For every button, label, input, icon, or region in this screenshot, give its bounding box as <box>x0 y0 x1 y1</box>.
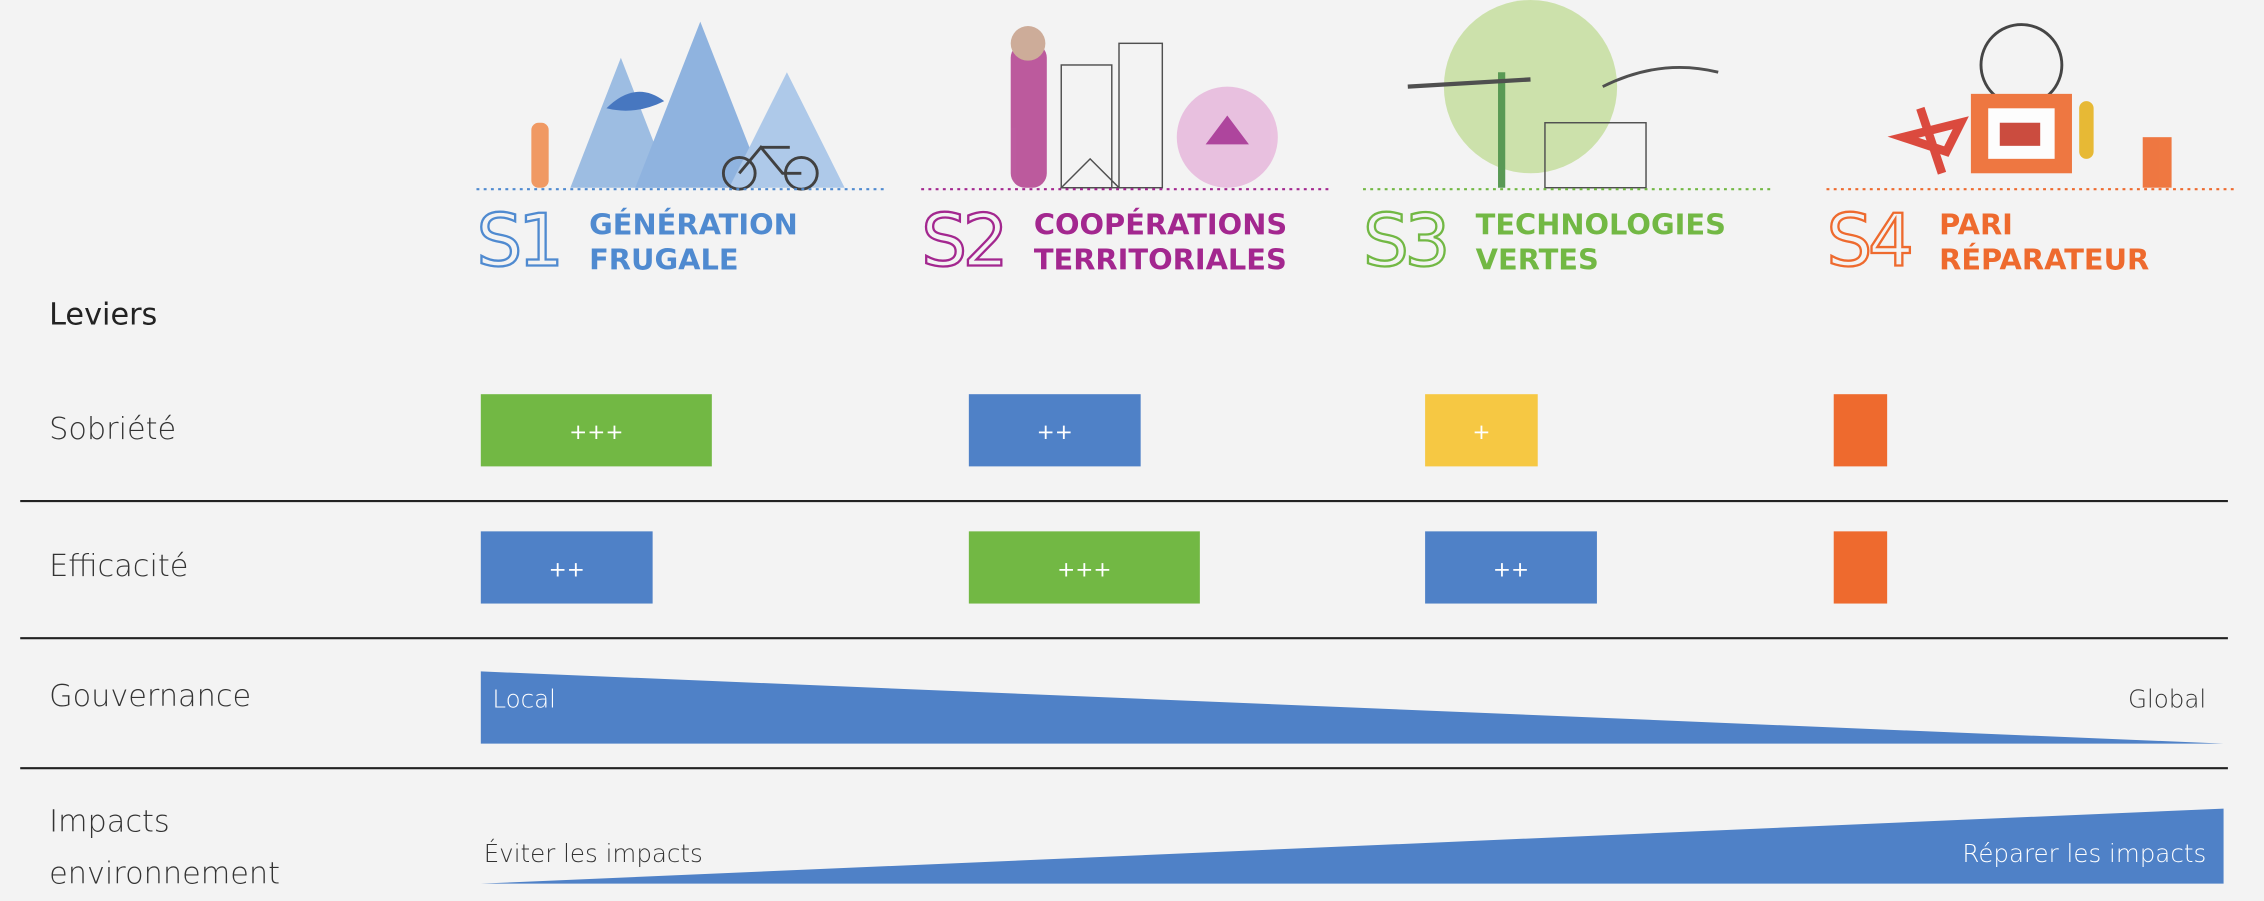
lever-level: ++ <box>549 557 585 582</box>
lever-level: +++ <box>569 420 623 445</box>
scenario-code: S1 <box>476 199 559 283</box>
lever-level: ++ <box>1037 420 1073 445</box>
scenario-name: GÉNÉRATION <box>589 208 798 242</box>
lever-level-box <box>1425 531 1597 604</box>
illustration-s3 <box>1407 0 1719 189</box>
scenario-name: TECHNOLOGIES <box>1476 208 1726 242</box>
gradient-wedge <box>480 808 2224 884</box>
scenario-name: TERRITORIALES <box>1034 242 1287 276</box>
gradient-wedge <box>480 671 2224 744</box>
scenario-code: S3 <box>1363 199 1446 283</box>
gradient-end: Réparer les impacts <box>1962 839 2206 868</box>
lever-level-box <box>480 394 712 467</box>
lever-label: Sobriété <box>49 412 176 447</box>
lever-level-box <box>1833 394 1888 467</box>
lever-level-box <box>480 531 653 604</box>
gradient-start: Local <box>492 684 556 713</box>
lever-level-box <box>968 394 1141 467</box>
scenario-name: RÉPARATEUR <box>1939 242 2149 276</box>
gradient-start: Éviter les impacts <box>484 839 703 868</box>
lever-label: Impacts <box>49 805 170 840</box>
scenario-name: VERTES <box>1476 242 1599 276</box>
illustration-s2 <box>1010 26 1278 189</box>
lever-level: + <box>1472 420 1490 445</box>
scenario-code: S4 <box>1827 199 1910 283</box>
lever-label: environnement <box>49 857 280 892</box>
scenario-code: S2 <box>921 199 1004 283</box>
illustration-s4 <box>1887 23 2172 188</box>
lever-level: ++ <box>1493 557 1529 582</box>
levers-title: Leviers <box>49 298 157 333</box>
lever-level: +++ <box>1057 557 1111 582</box>
scenario-name: PARI <box>1939 208 2013 242</box>
lever-level-box <box>1833 531 1888 604</box>
scenario-name: COOPÉRATIONS <box>1034 208 1287 242</box>
illustration-s1 <box>531 21 845 191</box>
lever-level-box <box>1425 394 1538 467</box>
lever-label: Efficacité <box>49 549 188 584</box>
gradient-end: Global <box>2128 684 2206 713</box>
scenario-name: FRUGALE <box>589 242 739 276</box>
lever-level-box <box>968 531 1200 604</box>
lever-label: Gouvernance <box>49 679 251 714</box>
